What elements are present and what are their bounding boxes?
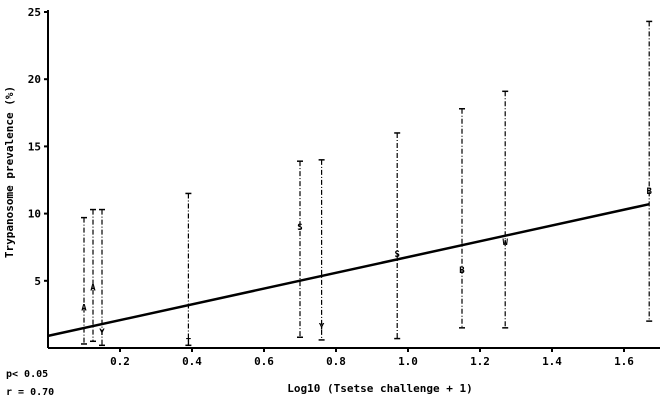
x-tick-label: 0.8 bbox=[326, 355, 346, 368]
x-tick-label: 1.2 bbox=[470, 355, 490, 368]
x-tick-label: 0.4 bbox=[182, 355, 202, 368]
tick-labels: 5 10 15 20 25 0.2 0.4 0.6 0.8 1.0 1.2 1.4 1.6 bbox=[28, 6, 635, 368]
regression-line bbox=[47, 202, 650, 338]
regression-line-group bbox=[47, 202, 650, 338]
y-tick-label: 25 bbox=[28, 6, 41, 19]
y-tick-label: 10 bbox=[28, 208, 41, 221]
y-axis-title: Trypanosome prevalence (%) bbox=[3, 86, 16, 258]
error-bars bbox=[81, 20, 653, 347]
data-point-label: A bbox=[81, 304, 87, 314]
data-point-label: T bbox=[186, 337, 192, 347]
x-tick-label: 1.6 bbox=[614, 355, 634, 368]
y-tick-label: 15 bbox=[28, 140, 41, 153]
y-tick-label: 5 bbox=[34, 275, 41, 288]
x-tick-label: 0.2 bbox=[110, 355, 130, 368]
x-tick-label: 1.0 bbox=[398, 355, 418, 368]
data-points: AA Y T S Y S B W B bbox=[81, 187, 652, 348]
axes bbox=[44, 10, 660, 352]
x-tick-label: 0.6 bbox=[254, 355, 274, 368]
data-point-label: A bbox=[90, 284, 96, 294]
x-tick-label: 1.4 bbox=[542, 355, 562, 368]
data-point-label: B bbox=[646, 187, 652, 197]
x-axis-title: Log10 (Tsetse challenge + 1) bbox=[287, 382, 472, 395]
data-point-label: S bbox=[297, 223, 302, 233]
data-point-label: W bbox=[502, 238, 508, 248]
data-point-label: B bbox=[459, 266, 465, 276]
data-point-label: Y bbox=[99, 328, 105, 338]
p-value-annotation: p< 0.05 bbox=[6, 369, 48, 380]
data-point-label: Y bbox=[319, 322, 325, 332]
data-point-label: S bbox=[394, 250, 399, 260]
r-value-annotation: r = 0.70 bbox=[6, 387, 54, 398]
y-tick-label: 20 bbox=[28, 73, 41, 86]
